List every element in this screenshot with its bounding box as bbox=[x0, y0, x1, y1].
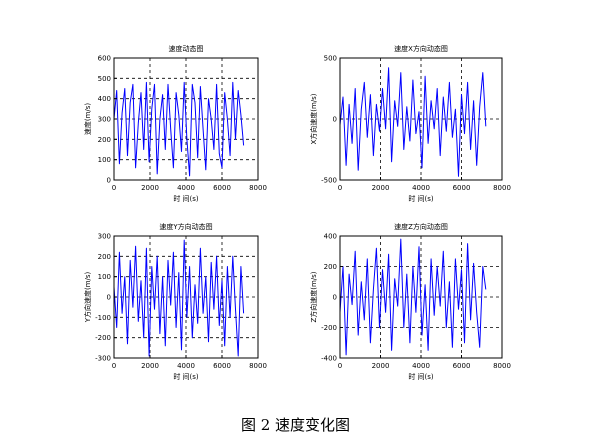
chart-title: 速度动态图 bbox=[169, 44, 204, 53]
y-tick-label: -500 bbox=[321, 177, 337, 185]
y-tick-label: -400 bbox=[321, 355, 337, 363]
x-tick-label: 8000 bbox=[249, 184, 267, 192]
y-tick-label: 300 bbox=[98, 233, 111, 241]
x-tick-label: 0 bbox=[112, 184, 116, 192]
chart-panel-1: 0 2000 4000 6000 8000 0 100 200 300 400 500 600 速度动态… bbox=[83, 44, 267, 203]
y-tick-label: 600 bbox=[98, 55, 111, 63]
x-tick-label: 6000 bbox=[213, 362, 231, 370]
y-axis-label: 速度(m/s) bbox=[83, 103, 92, 136]
series-line-1 bbox=[113, 81, 245, 177]
y-tick-label: -200 bbox=[321, 324, 337, 332]
series-line-1 bbox=[339, 67, 487, 177]
x-tick-label: 4000 bbox=[177, 362, 195, 370]
y-axis-label: X方向速度(m/s) bbox=[309, 93, 318, 144]
y-tick-label: 0 bbox=[333, 116, 337, 124]
x-tick-label: 2000 bbox=[141, 362, 159, 370]
y-tick-label: 100 bbox=[98, 156, 111, 164]
x-tick-label: 0 bbox=[338, 184, 342, 192]
x-tick-label: 8000 bbox=[493, 362, 511, 370]
x-tick-label: 6000 bbox=[453, 184, 471, 192]
x-tick-label: 2000 bbox=[372, 362, 390, 370]
x-tick-label: 0 bbox=[112, 362, 116, 370]
y-tick-label: 400 bbox=[98, 95, 111, 103]
y-tick-label: 200 bbox=[98, 253, 111, 261]
y-tick-label: 0 bbox=[107, 294, 111, 302]
x-axis-label: 时 间(s) bbox=[408, 372, 434, 381]
x-tick-label: 6000 bbox=[213, 184, 231, 192]
x-tick-label: 4000 bbox=[177, 184, 195, 192]
x-tick-label: 2000 bbox=[141, 184, 159, 192]
y-tick-label: 100 bbox=[98, 273, 111, 281]
y-tick-label: 200 bbox=[324, 263, 337, 271]
y-tick-label: 0 bbox=[107, 177, 111, 185]
y-tick-label: -100 bbox=[95, 314, 111, 322]
y-tick-label: 500 bbox=[98, 75, 111, 83]
y-tick-label: 200 bbox=[98, 136, 111, 144]
y-axis-label: Z方向速度(m/s) bbox=[309, 271, 318, 322]
y-axis-label: Y方向速度(m/s) bbox=[83, 271, 92, 323]
y-tick-label: 300 bbox=[98, 116, 111, 124]
y-tick-label: -300 bbox=[95, 355, 111, 363]
x-tick-label: 4000 bbox=[412, 362, 430, 370]
chart-title: 速度Y方向动态图 bbox=[159, 222, 212, 231]
x-tick-label: 0 bbox=[338, 362, 342, 370]
chart-title: 速度X方向动态图 bbox=[394, 44, 448, 53]
y-tick-label: 500 bbox=[324, 55, 337, 63]
x-tick-label: 4000 bbox=[412, 184, 430, 192]
chart-panel-4: 0 2000 4000 6000 8000 -400 -200 0 200 400 速度Z方向动态图… bbox=[309, 222, 511, 381]
x-tick-label: 8000 bbox=[493, 184, 511, 192]
x-axis-label: 时 间(s) bbox=[408, 194, 434, 203]
figure-caption: 图 2 速度变化图 bbox=[240, 416, 351, 434]
y-tick-label: -200 bbox=[95, 334, 111, 342]
x-tick-label: 8000 bbox=[249, 362, 267, 370]
chart-panel-3: 0 2000 4000 6000 8000 -300 -200 -100 0 100 200 300 速… bbox=[83, 222, 267, 381]
chart-title: 速度Z方向动态图 bbox=[394, 222, 448, 231]
series-line-1 bbox=[339, 238, 487, 356]
y-tick-label: 400 bbox=[324, 233, 337, 241]
x-axis-label: 时 间(s) bbox=[173, 194, 199, 203]
x-axis-label: 时 间(s) bbox=[173, 372, 199, 381]
series-line-1 bbox=[113, 239, 245, 357]
y-tick-label: 0 bbox=[333, 294, 337, 302]
x-tick-label: 6000 bbox=[453, 362, 471, 370]
x-tick-label: 2000 bbox=[372, 184, 390, 192]
